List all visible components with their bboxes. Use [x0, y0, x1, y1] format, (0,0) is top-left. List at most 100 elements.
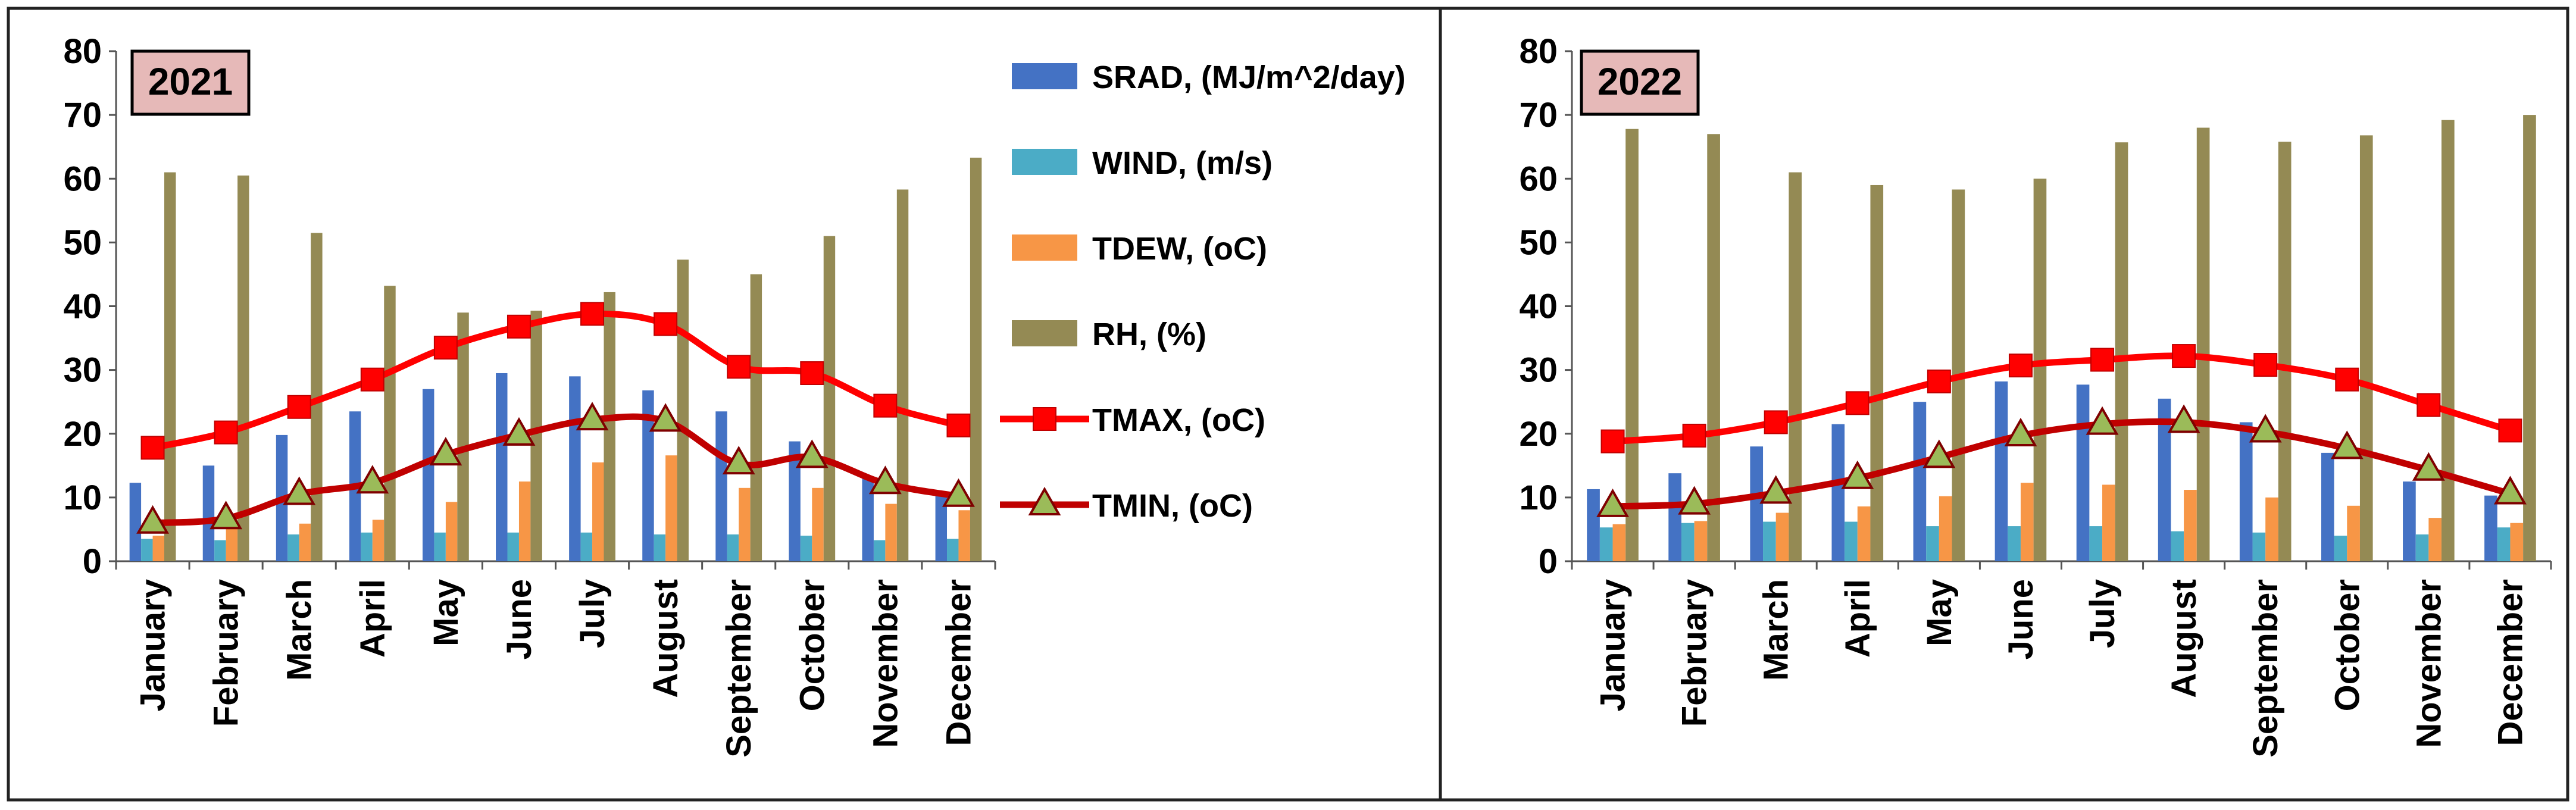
marker-tmax: [2172, 344, 2196, 368]
marker-tmin: [2167, 404, 2200, 433]
panels: 0 10 20 30 40 50 60 70 80 January February March Apr…: [7, 7, 2569, 802]
bar-tdew: [739, 487, 751, 561]
bar-tdew: [2102, 484, 2115, 561]
legend-label-wind: WIND, (m/s): [1092, 145, 1273, 181]
marker-tmax: [140, 436, 165, 460]
chart-title-box: [1580, 49, 1700, 116]
marker-tmin: [2412, 452, 2445, 481]
marker-tmin: [356, 465, 389, 494]
bar-srad: [1750, 446, 1764, 561]
marker-tmin: [502, 417, 536, 446]
legend-item-srad: SRAD, (MJ/m^2/day): [1012, 60, 1406, 95]
bar-tdew: [2347, 505, 2360, 561]
chart-title-box: [130, 49, 251, 116]
marker-tmax: [2498, 418, 2522, 443]
marker-tmax: [800, 361, 824, 385]
bar-wind: [1926, 526, 1939, 561]
y-tick-label: 10: [63, 479, 102, 517]
x-tick-label: August: [2165, 579, 2203, 698]
marker-tmin: [1678, 486, 1711, 515]
bar-srad: [789, 441, 801, 561]
legend-swatch-wind: [1012, 149, 1077, 175]
bar-srad: [642, 390, 654, 561]
bar-tdew: [518, 481, 531, 561]
bar-rh: [823, 236, 836, 562]
bar-srad: [129, 483, 142, 561]
marker-tmin: [576, 402, 609, 431]
bar-tdew: [2510, 523, 2524, 561]
bar-wind: [361, 532, 373, 561]
chart-panel-2021: 0 10 20 30 40 50 60 70 80 January February March Apr…: [7, 7, 1442, 802]
x-tick-label: March: [1757, 579, 1796, 681]
x-tick-label: June: [2002, 579, 2040, 659]
bar-tdew: [665, 455, 677, 561]
marker-tmax: [1845, 391, 1870, 415]
bar-wind: [2415, 534, 2429, 561]
y-tick-label: 40: [63, 287, 102, 326]
bar-rh: [677, 259, 689, 561]
bar-rh: [750, 274, 762, 561]
legend: SRAD, (MJ/m^2/day) WIND, (m/s) TDEW, (oC) R…: [1000, 60, 1406, 524]
bar-tdew: [2265, 497, 2278, 561]
marker-tmax: [2008, 354, 2033, 378]
legend-marker-tmax: [1033, 407, 1056, 431]
bar-rh: [1707, 134, 1720, 561]
marker-tmax: [214, 420, 238, 445]
bar-wind: [507, 532, 519, 561]
bar-tdew: [1612, 524, 1626, 561]
marker-tmin: [868, 465, 902, 495]
bar-tdew: [2428, 518, 2442, 561]
bar-rh: [2115, 142, 2128, 562]
bar-rh: [2278, 142, 2291, 561]
marker-tmax: [654, 312, 678, 336]
marker-tmax: [507, 314, 531, 339]
bar-rh: [237, 175, 249, 561]
x-tick-label: December: [2491, 579, 2530, 746]
marker-tmin: [2494, 476, 2527, 505]
bar-tdew: [885, 503, 897, 561]
bar-srad: [862, 477, 874, 561]
bar-wind: [141, 539, 153, 561]
y-tick-label: 70: [1519, 96, 1558, 135]
bar-wind: [1599, 527, 1613, 561]
bar-wind: [800, 536, 812, 561]
marker-tmin: [2004, 417, 2037, 446]
marker-tmax: [1764, 410, 1788, 434]
chart-title: 2021: [148, 60, 233, 103]
bar-tdew: [1857, 506, 1871, 561]
y-tick-label: 50: [1519, 223, 1558, 262]
x-tick-label: June: [500, 579, 539, 659]
bar-rh: [2196, 127, 2210, 562]
bar-wind: [2252, 532, 2266, 561]
y-tick-label: 60: [63, 160, 102, 198]
bar-srad: [202, 465, 215, 561]
y-tick-label: 60: [1519, 160, 1558, 198]
legend-item-tdew: TDEW, (oC): [1012, 231, 1267, 267]
bar-wind: [2171, 531, 2184, 561]
bar-wind: [2089, 526, 2103, 561]
marker-tmax: [360, 367, 384, 392]
bar-rh: [2359, 135, 2373, 561]
bar-tdew: [958, 510, 970, 561]
y-tick-label: 30: [1519, 351, 1558, 390]
marker-tmin: [1596, 488, 1629, 517]
bar-wind: [580, 532, 593, 561]
marker-tmin: [649, 403, 682, 432]
marker-tmax: [727, 355, 751, 379]
bar-wind: [214, 540, 226, 561]
y-tick-label: 80: [1519, 32, 1558, 71]
bar-wind: [727, 534, 739, 561]
marker-tmax: [433, 336, 458, 360]
bar-wind: [947, 539, 959, 561]
x-tick-label: July: [2083, 579, 2122, 648]
x-tick-label: May: [427, 579, 465, 646]
marker-tmax: [2090, 348, 2115, 372]
bar-tdew: [1939, 496, 1952, 561]
legend-label-tmin: TMIN, (oC): [1092, 488, 1253, 524]
x-tick-label: July: [573, 579, 612, 648]
marker-tmax: [287, 395, 311, 419]
bar-srad: [715, 411, 727, 561]
marker-tmax: [873, 393, 898, 418]
bar-srad: [2484, 495, 2497, 561]
x-tick-label: November: [866, 579, 905, 748]
